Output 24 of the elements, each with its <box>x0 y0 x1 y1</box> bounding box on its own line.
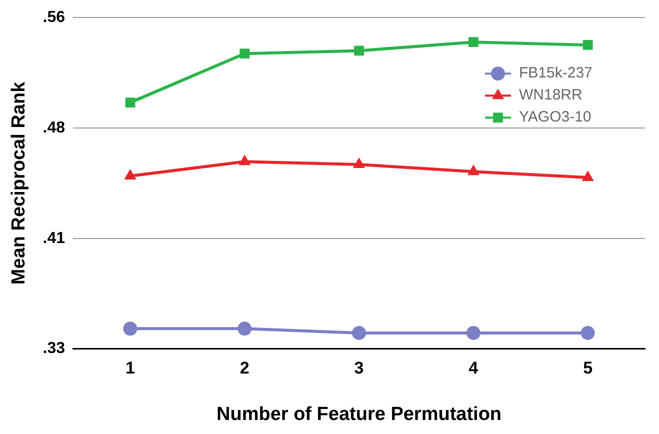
point <box>352 326 366 340</box>
legend-label: YAGO3-10 <box>519 108 592 126</box>
y-tick-label: .33 <box>42 340 66 358</box>
point <box>354 46 364 56</box>
x-tick-label: 3 <box>354 358 364 378</box>
point <box>468 37 478 48</box>
y-tick-label: .48 <box>42 119 66 136</box>
point <box>238 322 252 336</box>
y-tick-label: .41 <box>42 230 66 247</box>
legend-label: FB15k-237 <box>519 64 592 82</box>
point <box>125 98 136 108</box>
point <box>123 322 138 336</box>
y-tick-label: .56 <box>42 9 66 26</box>
x-tick-label: 2 <box>240 358 250 378</box>
point <box>582 40 593 50</box>
x-axis-title: Number of Feature Permutation <box>216 404 502 425</box>
y-axis-title: Mean Reciprocal Rank <box>8 81 30 285</box>
point <box>580 326 595 340</box>
point <box>240 48 250 59</box>
x-tick-label: 1 <box>126 358 135 378</box>
x-tick-label: 5 <box>583 358 593 378</box>
point <box>466 326 480 340</box>
x-tick-label: 4 <box>468 358 479 378</box>
legend-label: WN18RR <box>519 86 583 104</box>
